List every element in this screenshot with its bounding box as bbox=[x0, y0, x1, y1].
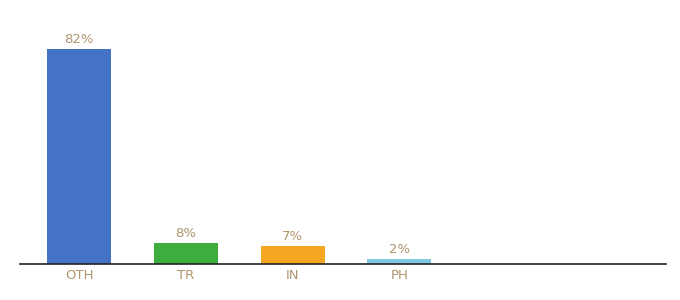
Text: 7%: 7% bbox=[282, 230, 303, 243]
Bar bbox=[367, 259, 432, 264]
Text: 8%: 8% bbox=[175, 227, 197, 240]
Text: 2%: 2% bbox=[389, 243, 410, 256]
Bar bbox=[154, 243, 218, 264]
Bar bbox=[47, 49, 111, 264]
Bar bbox=[260, 246, 325, 264]
Text: 82%: 82% bbox=[65, 34, 94, 46]
